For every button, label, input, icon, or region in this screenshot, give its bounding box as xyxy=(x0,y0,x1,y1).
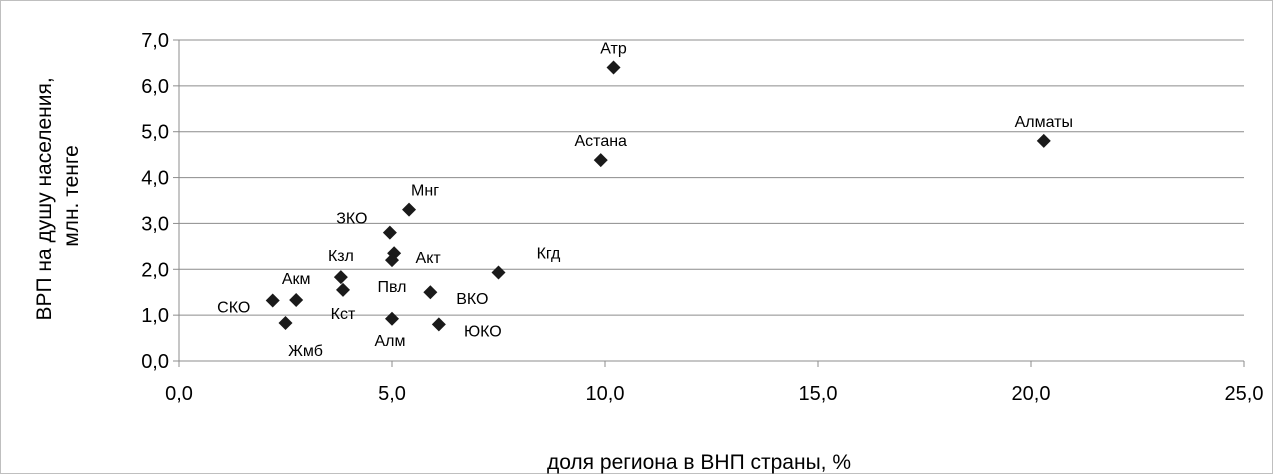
data-point xyxy=(491,265,506,280)
data-point-label: Акм xyxy=(282,271,311,288)
x-tick-label: 20,0 xyxy=(1012,383,1051,405)
point-labels: Атр Алматы Астана Мнг ЗКО Акт Пвл Кгд Кзл Кст ВКО А… xyxy=(217,41,1073,360)
y-tick-label: 6,0 xyxy=(141,76,169,98)
y-tick-label: 7,0 xyxy=(141,30,169,52)
data-point-label: Пвл xyxy=(378,279,407,296)
data-point-label: Астана xyxy=(575,133,628,150)
data-point xyxy=(431,317,446,332)
data-point xyxy=(265,293,280,308)
data-point-label: ЗКО xyxy=(336,211,367,228)
y-axis-title: ВРП на душу населения, млн. тенге xyxy=(33,71,83,320)
x-tick-label: 15,0 xyxy=(799,383,838,405)
data-point-label: Кзл xyxy=(328,248,354,265)
data-point xyxy=(333,270,348,285)
x-axis-title: доля региона в ВНП страны, % xyxy=(547,451,851,474)
data-point xyxy=(385,253,399,268)
data-point-label: Жмб xyxy=(288,343,323,360)
x-tick-label: 0,0 xyxy=(165,383,193,405)
gridlines xyxy=(179,39,1244,316)
data-point xyxy=(606,60,621,75)
data-point-label: Атр xyxy=(600,41,627,58)
data-point-label: Алматы xyxy=(1015,114,1073,131)
data-point-label: Алм xyxy=(374,333,405,350)
x-tick-label: 10,0 xyxy=(586,383,625,405)
data-point xyxy=(278,315,293,330)
data-point xyxy=(289,293,304,308)
data-point xyxy=(385,311,399,326)
x-tick-label: 25,0 xyxy=(1225,383,1264,405)
data-point xyxy=(1036,133,1051,148)
tick-labels: 0,0 1,0 2,0 3,0 4,0 5,0 6,0 7,0 0,0 5,0 10,0 15,0 20… xyxy=(141,30,1263,405)
data-point-label: ВКО xyxy=(456,291,488,308)
data-point xyxy=(593,153,608,168)
data-point-label: СКО xyxy=(217,299,250,316)
data-point-label: Кгд xyxy=(537,245,561,262)
y-tick-label: 5,0 xyxy=(141,122,169,144)
y-axis-title-line-1: ВРП на душу населения, xyxy=(33,77,56,320)
data-point xyxy=(402,202,417,217)
data-point xyxy=(423,285,438,300)
y-axis-title-line-2: млн. тенге xyxy=(60,145,83,247)
y-tick-label: 2,0 xyxy=(141,259,169,281)
data-point xyxy=(382,225,397,240)
data-point-label: Мнг xyxy=(411,183,439,200)
y-tick-label: 0,0 xyxy=(141,351,169,373)
y-tick-label: 4,0 xyxy=(141,168,169,190)
data-point-label: Кст xyxy=(331,306,356,323)
x-tick-label: 5,0 xyxy=(378,383,406,405)
y-tick-label: 3,0 xyxy=(141,213,169,235)
axes xyxy=(173,39,1245,367)
y-tick-label: 1,0 xyxy=(141,305,169,327)
data-point xyxy=(336,282,351,297)
data-point-label: Акт xyxy=(416,250,442,267)
data-point-label: ЮКО xyxy=(464,323,502,340)
